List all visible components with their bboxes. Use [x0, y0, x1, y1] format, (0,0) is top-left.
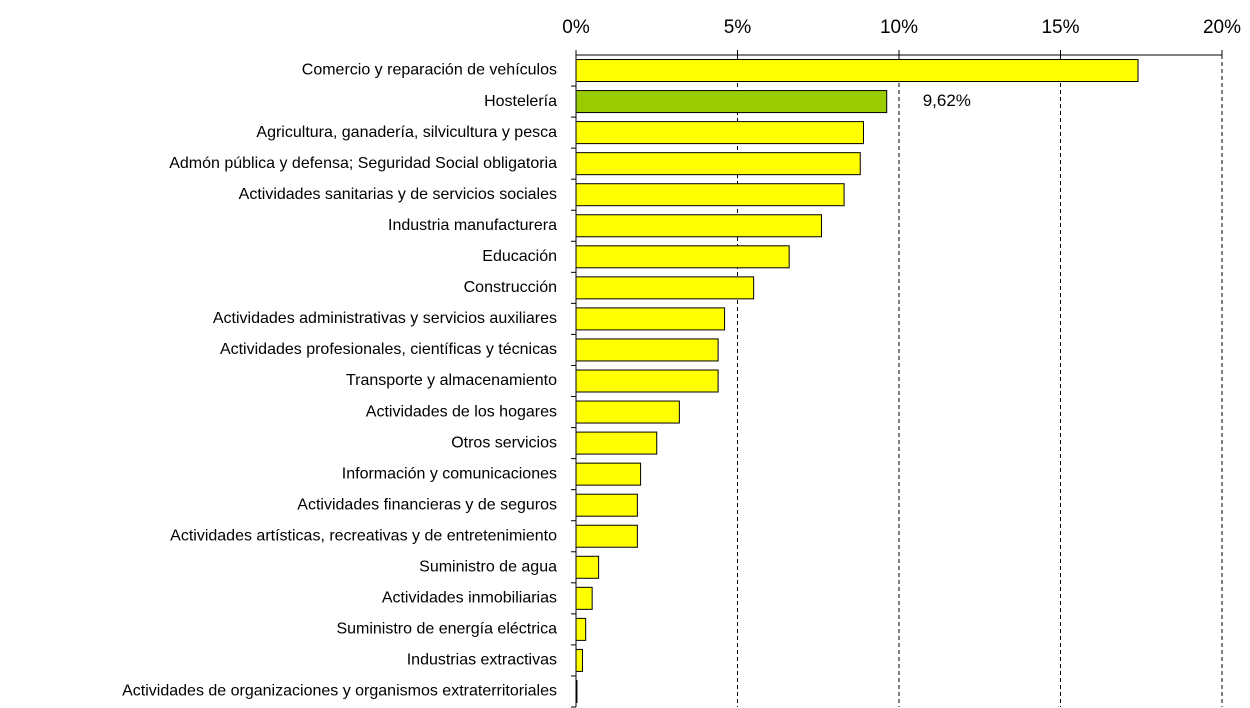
- x-tick-label: 5%: [724, 17, 752, 38]
- bar: [575, 369, 719, 393]
- y-tick-label: Actividades inmobiliarias: [382, 590, 557, 607]
- bar: [575, 59, 1139, 83]
- y-tick-label: Construcción: [464, 279, 557, 296]
- bar: [575, 214, 822, 238]
- y-tick-label: Información y comunicaciones: [342, 465, 557, 482]
- bar: [575, 400, 680, 424]
- y-tick-label: Actividades de organizaciones y organism…: [122, 683, 557, 700]
- x-tick-label: 20%: [1203, 17, 1241, 38]
- y-tick-label: Actividades profesionales, científicas y…: [220, 341, 557, 358]
- x-tick-label: 10%: [880, 17, 918, 38]
- bar: [575, 183, 845, 207]
- y-tick-label: Actividades administrativas y servicios …: [213, 310, 557, 327]
- bar: [575, 276, 755, 300]
- y-tick-label: Transporte y almacenamiento: [346, 372, 557, 389]
- y-tick-label: Educación: [482, 248, 557, 265]
- bar: [575, 617, 587, 641]
- y-tick-label: Actividades sanitarias y de servicios so…: [239, 186, 557, 203]
- y-tick-label: Agricultura, ganadería, silvicultura y p…: [256, 124, 557, 141]
- data-label: 9,62%: [923, 91, 971, 110]
- y-tick-label: Hostelería: [484, 93, 557, 110]
- y-tick-label: Admón pública y defensa; Seguridad Socia…: [169, 155, 557, 172]
- bar: [575, 245, 790, 269]
- bar: [575, 648, 583, 672]
- bar: [575, 524, 638, 548]
- bar: [575, 338, 719, 362]
- bar: [575, 555, 600, 579]
- bar: [575, 121, 864, 145]
- bar: [575, 152, 861, 176]
- y-tick-label: Suministro de energía eléctrica: [336, 621, 557, 638]
- y-tick-label: Actividades de los hogares: [366, 403, 557, 420]
- y-tick-label: Actividades financieras y de seguros: [297, 496, 557, 513]
- y-tick-label: Comercio y reparación de vehículos: [302, 62, 557, 79]
- bar: [575, 493, 638, 517]
- bar: [575, 90, 888, 114]
- x-tick-label: 0%: [562, 17, 590, 38]
- y-tick-label: Otros servicios: [451, 434, 557, 451]
- bar: [575, 431, 658, 455]
- x-tick-label: 15%: [1041, 17, 1079, 38]
- bar: [575, 586, 593, 610]
- y-tick-label: Suministro de agua: [419, 559, 557, 576]
- y-tick-label: Industrias extractivas: [407, 652, 557, 669]
- bar: [575, 307, 726, 331]
- y-tick-label: Actividades artísticas, recreativas y de…: [170, 527, 557, 544]
- bar: [575, 679, 578, 703]
- bar: [575, 462, 642, 486]
- y-tick-label: Industria manufacturera: [388, 217, 557, 234]
